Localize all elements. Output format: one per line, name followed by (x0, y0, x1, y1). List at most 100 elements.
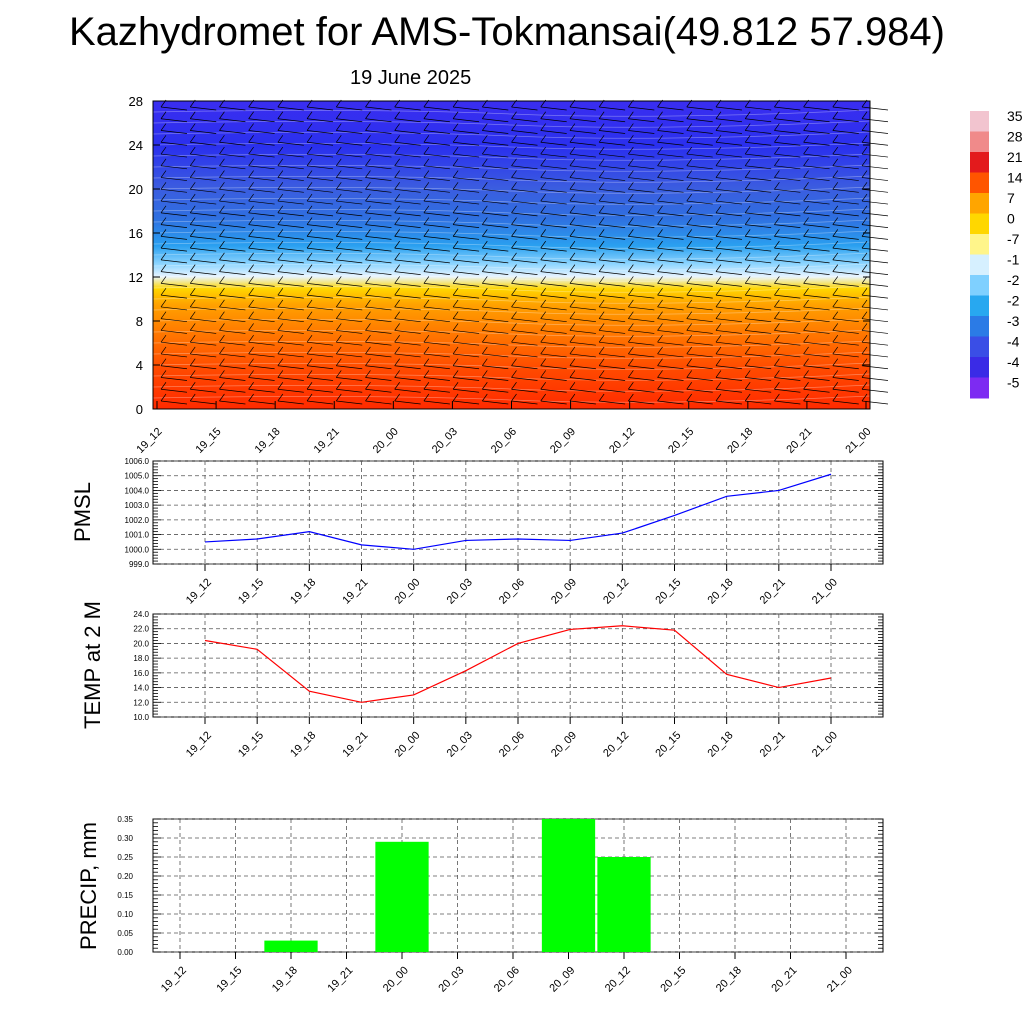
wind-barb (452, 193, 480, 205)
contour-line (152, 373, 871, 381)
wind-barb (861, 358, 889, 370)
wind-barb (248, 205, 275, 217)
wind-barb (540, 358, 567, 370)
wind-barb (861, 323, 889, 334)
contour-line (152, 329, 871, 337)
wind-barb (511, 393, 538, 405)
precip-x-tick-label: 19_12 (159, 964, 189, 994)
wind-barb (803, 252, 830, 264)
wind-barb (744, 358, 772, 370)
contour-line (152, 252, 871, 260)
wind-barb (569, 252, 596, 264)
colorbar-label: -4 (1007, 354, 1020, 370)
wind-barb (277, 170, 304, 181)
wind-barb (657, 205, 684, 217)
wind-barb (832, 346, 859, 358)
wind-barb (335, 193, 363, 205)
colorbar-swatch (970, 152, 989, 173)
wind-barb (365, 252, 392, 264)
wind-barb (715, 146, 742, 158)
wind-barb (277, 323, 304, 334)
wind-barb (715, 393, 742, 405)
precip-frame (152, 818, 884, 953)
temp-y-tick-label: 10.0 (133, 713, 149, 722)
wind-barb (832, 323, 859, 334)
wind-barb (452, 382, 480, 393)
wind-barb (248, 111, 275, 123)
temp-x-tick-label: 20_00 (392, 729, 422, 759)
wind-barb (219, 240, 246, 252)
wind-barb (598, 334, 626, 346)
colorbar-label: -7 (1007, 231, 1020, 247)
wind-barb (715, 299, 742, 311)
wind-barb (423, 382, 450, 393)
wind-barb (335, 229, 363, 240)
wind-barb (189, 393, 217, 405)
wind-barb (715, 135, 742, 146)
wind-barb (598, 111, 626, 123)
wind-barb (861, 158, 889, 170)
colorbar-swatch (970, 377, 989, 399)
wind-barb (628, 170, 655, 181)
temp-x-tick-label: 20_18 (705, 729, 735, 759)
wind-barb (657, 229, 684, 240)
wind-barb (365, 393, 392, 405)
wind-barb (423, 182, 450, 193)
wind-barb (686, 229, 713, 240)
wind-barb (511, 217, 538, 228)
wind-barb (482, 393, 509, 405)
pmsl-x-tick-label: 19_15 (236, 576, 266, 606)
precip-y-tick-label: 0.15 (117, 891, 133, 900)
contour-line (152, 131, 871, 139)
wind-barb (686, 182, 713, 193)
wind-barb (277, 264, 304, 275)
wind-barb (657, 158, 684, 170)
wind-barb (657, 370, 684, 381)
contour-line (152, 120, 871, 128)
wind-barb (861, 276, 889, 287)
wind-barb (832, 229, 859, 240)
wind-barb (803, 276, 830, 287)
wind-barb (657, 393, 684, 405)
wind-barb (832, 123, 859, 134)
contour-line (152, 142, 871, 150)
temp-x-tick-label: 20_12 (601, 729, 631, 759)
wind-barb (394, 146, 421, 158)
colorbar-label: 35 (1007, 108, 1023, 124)
wind-barb (511, 158, 538, 170)
wind-barb (189, 229, 217, 240)
wind-barb (219, 299, 246, 311)
wind-barb (540, 287, 567, 299)
wind-barb (277, 382, 304, 393)
wind-barb (335, 135, 363, 146)
heatmap-x-tick-label: 19_18 (253, 426, 283, 456)
wind-barb (160, 158, 188, 170)
wind-barb (686, 170, 713, 181)
wind-barb (189, 146, 217, 158)
wind-barb (452, 323, 480, 334)
wind-barb (832, 252, 859, 264)
wind-barb (248, 346, 275, 358)
wind-barb (569, 311, 596, 323)
wind-barb (306, 123, 334, 134)
wind-barb (189, 123, 217, 134)
wind-barb (628, 229, 655, 240)
precip-panel: 19_12 19_15 19_18 19_21 20_00 20_03 20_06 20_09… (76, 815, 884, 995)
wind-barb (482, 111, 509, 123)
wind-barb (306, 111, 334, 123)
wind-barb (335, 264, 363, 275)
wind-barb (452, 287, 480, 299)
wind-barb (306, 205, 334, 217)
wind-barb (744, 393, 772, 405)
wind-barb (569, 393, 596, 405)
wind-barb (657, 311, 684, 323)
wind-barb (569, 382, 596, 393)
wind-barb (715, 158, 742, 170)
wind-barb (657, 264, 684, 275)
colorbar-swatch (970, 275, 989, 296)
wind-barb (540, 299, 567, 311)
pmsl-x-tick-label: 20_09 (549, 576, 579, 606)
wind-barb (569, 299, 596, 311)
wind-barb (744, 217, 772, 228)
wind-barb (482, 276, 509, 287)
